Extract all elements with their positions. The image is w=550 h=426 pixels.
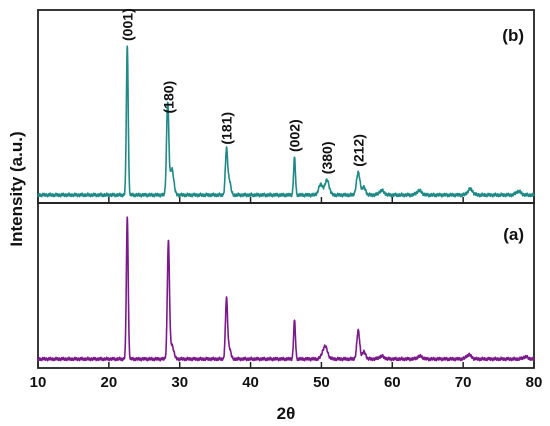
y-axis-title: Intensity (a.u.) xyxy=(7,131,26,246)
series-line-bottom xyxy=(37,216,535,362)
peak-annotation: (180) xyxy=(160,81,176,114)
peak-annotation: (001) xyxy=(119,8,135,41)
panel-label-bottom: (a) xyxy=(503,225,524,244)
peak-annotation: (380) xyxy=(319,142,335,175)
x-tick-label: 70 xyxy=(455,374,472,391)
x-tick-label: 30 xyxy=(171,374,188,391)
top-panel-frame xyxy=(37,9,535,204)
x-axis-title: 2θ xyxy=(277,404,296,423)
peak-annotation: (212) xyxy=(350,134,366,167)
plot-frame xyxy=(37,9,535,369)
panel-labels: (b) (a) xyxy=(502,26,524,244)
x-tick-label: 40 xyxy=(242,374,259,391)
series-line-top xyxy=(37,45,535,198)
x-tick-label: 80 xyxy=(526,374,543,391)
x-tick-label: 20 xyxy=(101,374,118,391)
peak-annotation: (002) xyxy=(287,119,303,152)
peak-annotation: (181) xyxy=(219,112,235,145)
bottom-panel-frame xyxy=(37,202,535,369)
x-ticks xyxy=(37,197,535,368)
x-tick-labels: 10 20 30 40 50 60 70 80 xyxy=(30,374,543,391)
x-tick-label: 50 xyxy=(313,374,330,391)
x-tick-label: 60 xyxy=(384,374,401,391)
series-group xyxy=(37,45,535,362)
panel-label-top: (b) xyxy=(502,26,524,45)
x-tick-label: 10 xyxy=(30,374,47,391)
annotation-group: (001) (180) (181) (002) (380) (212) xyxy=(119,8,366,174)
